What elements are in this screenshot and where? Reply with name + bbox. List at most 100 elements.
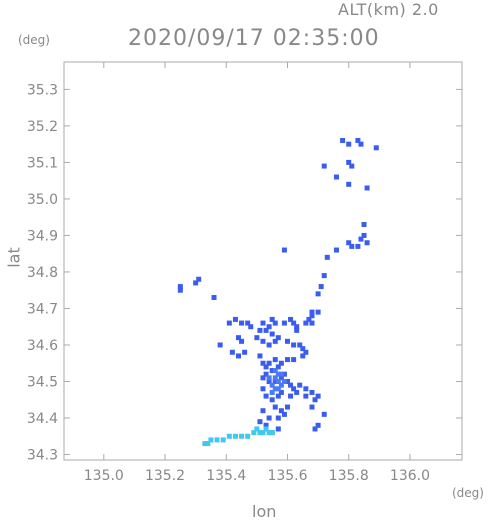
echo-point	[260, 430, 266, 436]
echo-point	[355, 243, 361, 249]
echo-point	[303, 386, 309, 392]
echo-point	[232, 433, 238, 439]
echo-point	[373, 145, 379, 151]
echo-point	[321, 163, 327, 169]
echo-point	[333, 174, 339, 180]
echo-point	[260, 360, 266, 366]
echo-point	[217, 342, 223, 348]
echo-point	[263, 327, 269, 333]
echo-point	[226, 320, 232, 326]
echo-point	[260, 386, 266, 392]
echo-point	[205, 441, 211, 447]
echo-point	[211, 295, 217, 301]
y-tick-label: 34.8	[27, 265, 58, 281]
echo-point	[269, 331, 275, 337]
echo-point	[361, 221, 367, 227]
echo-point	[278, 375, 284, 381]
echo-point	[281, 320, 287, 326]
x-tick-label: 135.6	[267, 468, 307, 484]
y-tick-label: 34.9	[27, 228, 58, 244]
echo-point	[272, 378, 278, 384]
echo-point	[291, 386, 297, 392]
echo-point	[269, 368, 275, 374]
echo-point	[278, 389, 284, 395]
echo-point	[272, 386, 278, 392]
echo-point	[275, 426, 281, 432]
echo-point	[355, 138, 361, 144]
echo-point	[278, 408, 284, 414]
echo-point	[315, 393, 321, 399]
echo-point	[236, 353, 242, 359]
echo-point	[266, 415, 272, 421]
echo-point	[284, 357, 290, 363]
echo-point	[358, 236, 364, 242]
echo-point	[303, 393, 309, 399]
echo-point	[309, 320, 315, 326]
x-tick-label: 135.0	[84, 468, 124, 484]
echo-point	[239, 338, 245, 344]
echo-point	[236, 335, 242, 341]
echo-point	[177, 287, 183, 293]
altitude-label: ALT(km) 2.0	[338, 0, 439, 19]
echo-point	[257, 419, 263, 425]
echo-point	[272, 338, 278, 344]
echo-point	[294, 327, 300, 333]
echo-point	[245, 433, 251, 439]
echo-point	[309, 313, 315, 319]
echo-point	[254, 335, 260, 341]
echo-point	[245, 320, 251, 326]
echo-point	[346, 181, 352, 187]
echo-point	[346, 240, 352, 246]
echo-point	[288, 393, 294, 399]
echo-cells	[177, 138, 379, 447]
echo-point	[284, 338, 290, 344]
echo-point	[284, 378, 290, 384]
echo-point	[214, 437, 220, 443]
y-tick-label: 34.6	[27, 338, 58, 354]
x-tick-label: 135.4	[206, 468, 246, 484]
echo-point	[260, 320, 266, 326]
echo-point	[263, 422, 269, 428]
echo-point	[294, 324, 300, 330]
y-tick-label: 34.4	[27, 411, 58, 427]
echo-point	[333, 247, 339, 253]
echo-point	[315, 422, 321, 428]
echo-point	[300, 346, 306, 352]
echo-point	[272, 320, 278, 326]
echo-point	[266, 378, 272, 384]
echo-point	[281, 378, 287, 384]
y-tick-label: 35.0	[27, 192, 58, 208]
echo-point	[257, 353, 263, 359]
echo-point	[281, 371, 287, 377]
echo-point	[346, 141, 352, 147]
y-tick-label: 34.5	[27, 374, 58, 390]
echo-point	[177, 284, 183, 290]
echo-point	[196, 276, 202, 282]
echo-point	[364, 185, 370, 191]
y-tick-label: 34.3	[27, 448, 58, 464]
echo-point	[275, 415, 281, 421]
echo-point	[269, 382, 275, 388]
echo-point	[239, 433, 245, 439]
echo-point	[251, 430, 257, 436]
echo-point	[260, 375, 266, 381]
x-axis-unit: (deg)	[452, 486, 484, 500]
echo-point	[269, 316, 275, 322]
echo-point	[309, 309, 315, 315]
echo-point	[278, 360, 284, 366]
echo-point	[272, 375, 278, 381]
echo-point	[226, 433, 232, 439]
echo-point	[275, 386, 281, 392]
y-axis-ticks: 34.3 34.4 34.5 34.6 34.7 34.8 34.9 35.0 35.1 35.2…	[27, 82, 462, 464]
echo-point	[303, 349, 309, 355]
x-tick-label: 135.2	[145, 468, 185, 484]
y-tick-label: 35.1	[27, 155, 58, 171]
echo-point	[321, 273, 327, 279]
echo-point	[275, 371, 281, 377]
echo-point	[272, 368, 278, 374]
echo-point	[260, 338, 266, 344]
echo-point	[266, 342, 272, 348]
echo-point	[266, 375, 272, 381]
echo-point	[232, 316, 238, 322]
echo-point	[321, 411, 327, 417]
